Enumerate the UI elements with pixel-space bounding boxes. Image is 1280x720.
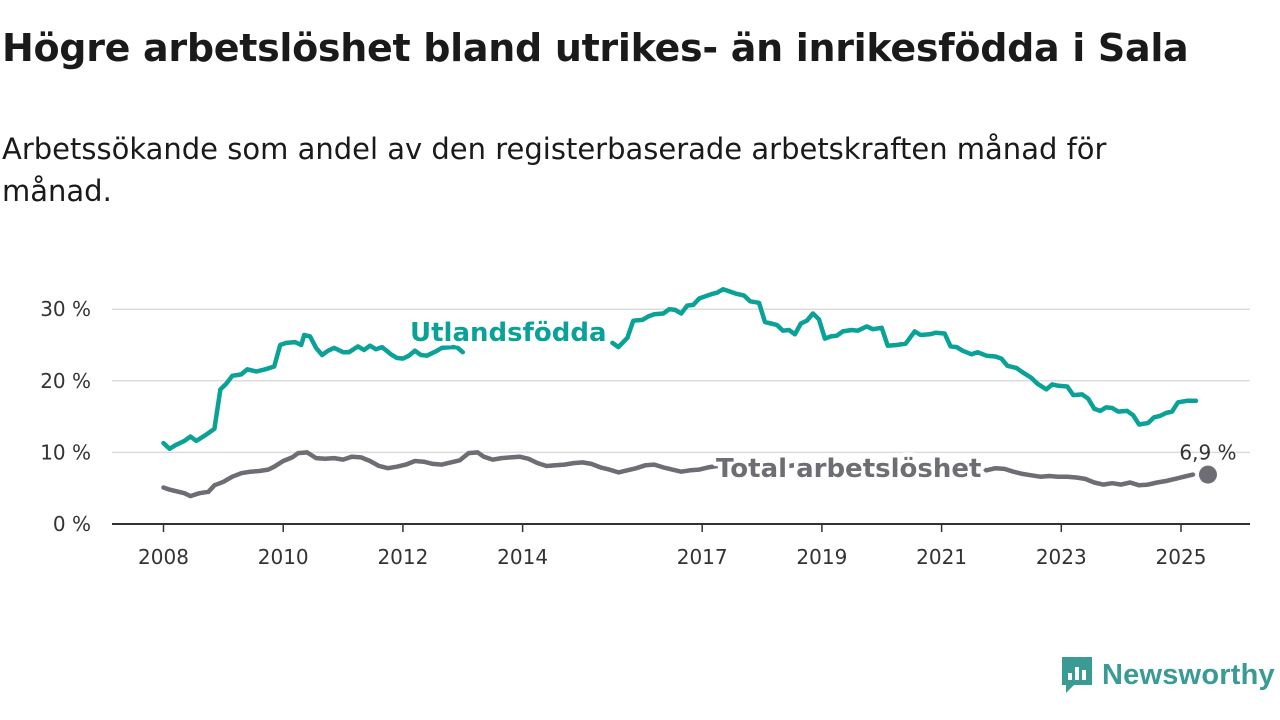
series-lines (161, 286, 1217, 499)
x-tick-label: 2008 (138, 545, 189, 569)
y-tick-label: 0 % (53, 512, 91, 536)
y-tick-label: 10 % (40, 440, 91, 464)
newsworthy-logo-icon (1062, 657, 1092, 693)
end-value-label: 6,9 % (1179, 441, 1236, 465)
series-labels: 6,9 % Utlandsfödda Total arbetslöshet (406, 314, 1237, 489)
y-tick-label: 20 % (40, 369, 91, 393)
brand-name: Newsworthy (1102, 658, 1275, 691)
newsworthy-brand: Newsworthy (1060, 654, 1275, 696)
chart-subtitle: Arbetssökande som andel av den registerb… (2, 132, 1107, 208)
x-tick-label: 2019 (796, 545, 847, 569)
y-tick-label: 30 % (40, 297, 91, 321)
x-tick-label: 2023 (1036, 545, 1087, 569)
gridlines (112, 308, 1250, 454)
x-axis (112, 523, 1250, 532)
series-label-total: Total arbetslöshet (716, 454, 981, 484)
end-point-marker (1198, 465, 1217, 484)
x-tick-label: 2014 (497, 545, 548, 569)
x-tick-label: 2021 (916, 545, 967, 569)
x-axis-tick-labels: 2008 2010 2012 2014 2017 2019 2021 2023 2025 (138, 545, 1206, 569)
x-tick-label: 2010 (258, 545, 309, 569)
series-line-total (161, 450, 1196, 499)
chart-title: Högre arbetslöshet bland utrikes- än inr… (2, 26, 1189, 70)
series-label-utlandsfodda: Utlandsfödda (410, 318, 607, 348)
x-tick-label: 2017 (677, 545, 728, 569)
y-axis-tick-labels: 0 % 10 % 20 % 30 % (40, 297, 91, 536)
x-tick-label: 2025 (1156, 545, 1207, 569)
series-line-utlandsfodda (161, 286, 1199, 452)
x-tick-label: 2012 (377, 545, 428, 569)
